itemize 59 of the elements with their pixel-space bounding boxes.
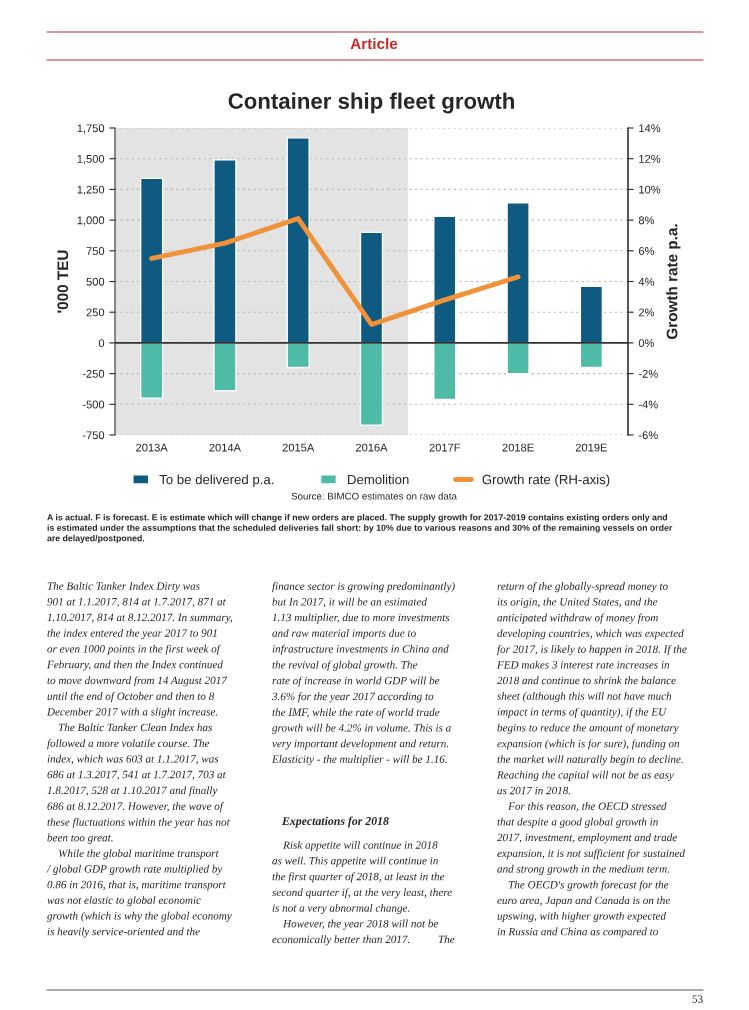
x-tick-label: 2013A [136,443,168,452]
x-tick-label: 2016A [356,443,388,452]
bar [506,202,530,344]
legend-label: To be delivered p.a. [159,474,274,487]
bar [359,231,384,344]
y-tick-label: 1,500 [77,154,105,165]
bar [433,342,457,401]
bar [506,342,530,375]
bar [579,285,604,344]
bar [213,342,237,392]
y-axis-title: '000 TEU [57,250,69,313]
y2-tick-label: 6% [638,247,655,255]
bar [359,342,384,426]
x-tick-label: 2015A [282,443,315,452]
y-tick-label: -500 [82,400,105,409]
y-tick-label: 1,000 [77,216,105,226]
y2-tick-label: 8% [638,216,655,225]
y2-tick-label: -4% [638,400,658,409]
y2-tick-label: 10% [639,185,661,194]
text: finance sector is growing predominantly) but In 2017, it will be an estimated 1.13 multiplier, due to more investments and raw material imports due to infrastructure investments in China and the revival of global growth. The rate of increase in world GDP will be 3.6% for the year 2017 according to the IMF, while the rate of world trade growth will be 4.2% in volume. This is a very important development and return. Elasticity - the multiplier - will be 1.16. [271,582,455,766]
y2-axis-title: Growth rate p.a. [666,224,681,340]
chart-title: Container ship fleet growth [228,92,514,114]
legend-label: Growth rate (RH-axis) [482,474,610,487]
bar [213,159,237,344]
y-tick-label: 1,750 [77,124,105,134]
y-tick-label: 500 [86,277,105,286]
y2-tick-label: 0% [638,339,655,348]
y2-tick-label: 14% [639,124,661,133]
bar [139,342,164,399]
x-tick-label: 2017F [429,443,461,452]
y2-tick-label: -6% [638,431,658,440]
y2-tick-label: 12% [639,154,661,163]
text: Article [350,37,398,50]
text: 53 [692,995,703,1003]
bar [433,215,457,344]
text: return of the globally-spread money to its origin, the United States, and the anticipated withdraw of money from developing countries, which was expected for 2017, is likely to happen in 2018. If the FED makes 3 interest rate increases in 2018 and continue to shrink the balance sheet (although this will not have much impact in terms of quantity), if the EU begins to reduce the amount of monetary expansion (which is for sure), funding on the market will naturally begin to decline. Reaching the capital will not be as easy as 2017 in 2018. For this reason, the OECD stressed that despite a good global growth in 2017, investment, employment and trade expansion, it is not sufficient for sustained and strong growth in the medium term. The OECD's growth forecast for the euro area, Japan and Canada is on the upswing, with higher growth expected in Russia and China as compared to [496,582,687,938]
y-tick-label: -250 [82,369,105,378]
bar [579,342,604,369]
y-tick-label: 0 [98,339,105,348]
y-tick-label: 750 [86,247,105,255]
text: The Baltic Tanker Index Dirty was 901 at 1.1.2017, 814 at 1.7.2017, 871 at 1.10.2017, 814 at 8.12.2017. In summary, the index entered the year 2017 to 901 or even 1000 points in the first week of February, and then the Index continued to move downward from 14 August 2017 until the end of October and then to 8 December 2017 with a slight increase. The Baltic Tanker Clean Index has followed a more volatile course. The index, which was 603 at 1.1.2017, was 686 at 1.3.2017, 541 at 1.7.2017, 703 at 1.8.2017, 528 at 1.10.2017 and finally 686 at 8.12.2017. However, the wave of these fluctuations within the year has not been too great. While the global maritime transport / global GDP growth rate multiplied by 0.86 in 2016, that is, maritime transport was not elastic to global economic growth (which is why the global economy is heavily service-oriented and the [46,582,233,938]
y2-tick-label: 4% [638,277,655,286]
x-tick-label: 2018E [502,443,534,452]
y-tick-label: 250 [86,308,105,317]
text: Risk appetite will continue in 2018 as well. This appetite will continue in the first quarter of 2018, at least in the second quarter if, at the very least, there is not a very abnormal change. However, the year 2018 will not be economically better than 2017. The [272,841,455,946]
text: Expectations for 2018 [281,816,389,828]
bar [286,137,310,344]
y-tick-label: 1,250 [77,185,105,195]
x-tick-label: 2019E [575,443,607,452]
x-tick-label: 2014A [209,443,241,452]
y-tick-label: -750 [82,431,105,440]
y2-tick-label: -2% [638,369,658,378]
text: A is actual. F is forecast. E is estimate which will change if new orders are placed. The supply growth for 2017-2019 contains existing orders only and is estimated under the assumptions that the scheduled deliveries fall short: by 10% due to various reasons and 30% of the remaining vessels on order are delayed/postponed. [47,514,673,543]
bar [139,177,164,344]
legend-label: Demolition [348,474,409,485]
source-note: Source: BIMCO estimates on raw data [291,492,457,500]
y2-tick-label: 2% [638,308,655,317]
bar [286,342,310,369]
line-series [149,216,521,327]
